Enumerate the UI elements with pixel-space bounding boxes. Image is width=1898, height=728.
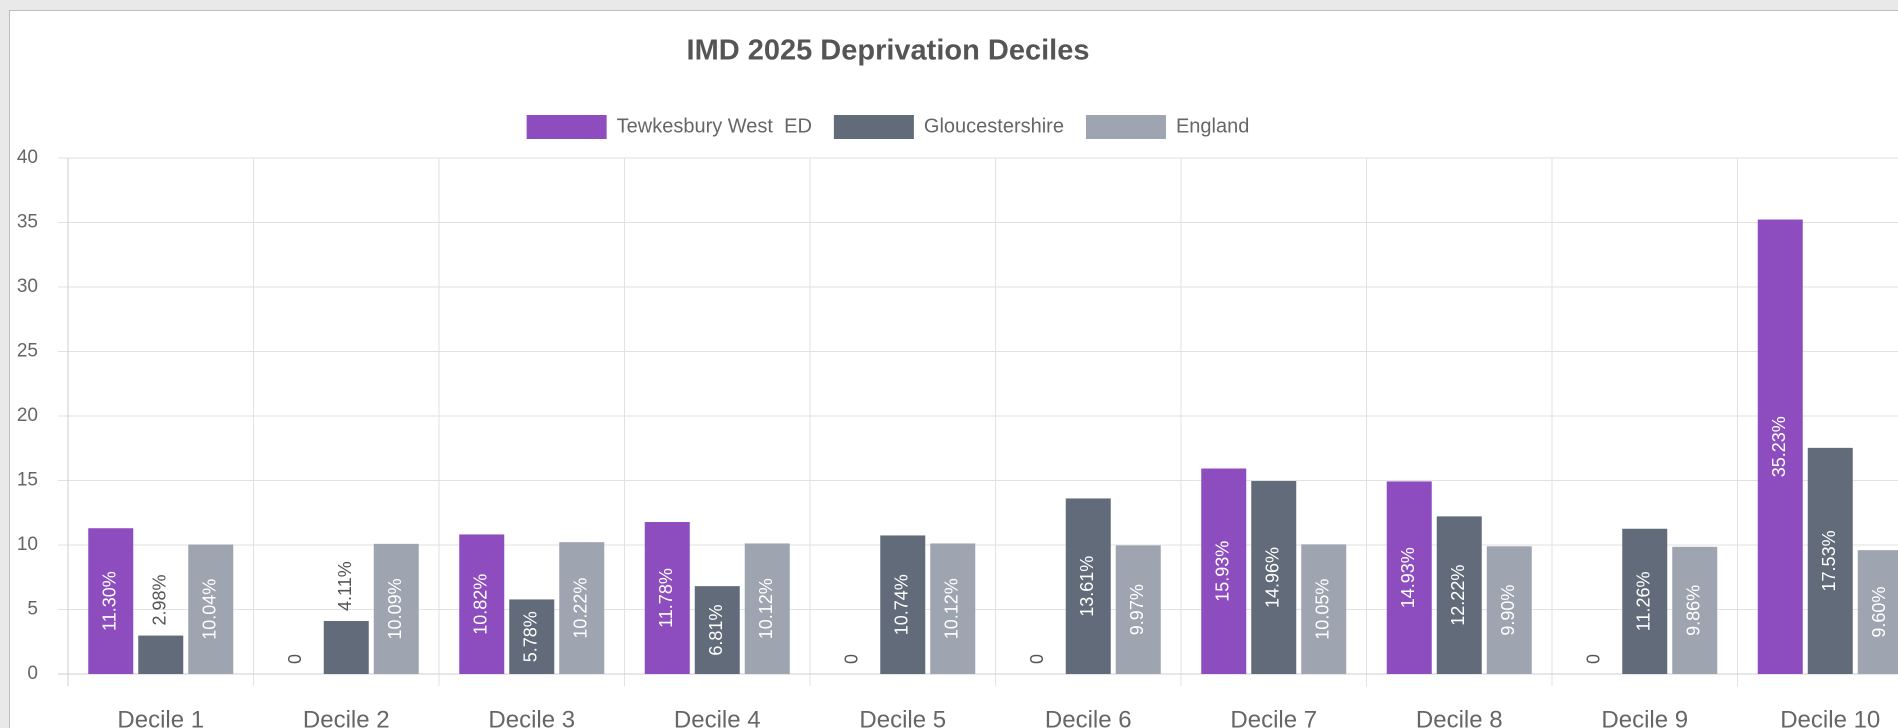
y-tick-label: 25 bbox=[17, 341, 38, 362]
value-label: 9.90% bbox=[1498, 585, 1518, 636]
legend-label: Gloucestershire bbox=[924, 115, 1064, 137]
x-tick-label: Decile 5 bbox=[859, 706, 946, 728]
chart-panel: IMD 2025 Deprivation Deciles 0 5 10 15 20 25 3… bbox=[9, 10, 1898, 728]
bar bbox=[509, 599, 555, 674]
bar bbox=[1486, 546, 1532, 674]
bar bbox=[559, 542, 605, 674]
value-label: 10.22% bbox=[571, 578, 591, 639]
value-label: 10.12% bbox=[942, 578, 962, 639]
bar bbox=[694, 586, 740, 674]
bar bbox=[930, 543, 976, 674]
value-label: 0 bbox=[1584, 654, 1604, 664]
x-tick-label: Decile 4 bbox=[674, 706, 761, 728]
bar bbox=[1436, 516, 1482, 674]
value-label: 10.04% bbox=[200, 579, 220, 640]
value-label: 10.09% bbox=[385, 578, 405, 639]
value-label: 0 bbox=[1027, 654, 1047, 664]
value-label: 5.78% bbox=[521, 611, 541, 662]
bar bbox=[644, 522, 690, 674]
value-label: 10.05% bbox=[1313, 579, 1333, 640]
value-label: 9.60% bbox=[1869, 587, 1889, 638]
x-tick-label: Decile 1 bbox=[117, 706, 204, 728]
value-label: 35.23% bbox=[1769, 416, 1789, 477]
bar bbox=[1757, 219, 1803, 674]
value-label: 17.53% bbox=[1819, 530, 1839, 591]
bar bbox=[138, 635, 184, 674]
bar bbox=[1201, 468, 1247, 674]
legend-swatch bbox=[526, 115, 607, 139]
value-label: 10.12% bbox=[756, 578, 776, 639]
value-label: 2.98% bbox=[150, 575, 170, 626]
legend-swatch bbox=[833, 115, 914, 139]
bar bbox=[323, 620, 369, 674]
bar bbox=[744, 543, 790, 674]
value-label: 13.61% bbox=[1077, 556, 1097, 617]
y-tick-label: 15 bbox=[17, 470, 38, 491]
bar bbox=[373, 543, 419, 674]
bar bbox=[1386, 481, 1432, 674]
bar bbox=[880, 535, 926, 674]
value-label: 11.78% bbox=[656, 568, 676, 628]
value-label: 10.74% bbox=[892, 574, 912, 635]
bar bbox=[459, 534, 505, 674]
value-label: 0 bbox=[285, 654, 305, 664]
chart-title: IMD 2025 Deprivation Deciles bbox=[687, 35, 1090, 67]
value-label: 15.93% bbox=[1213, 541, 1233, 602]
value-label: 14.93% bbox=[1398, 547, 1418, 608]
x-tick-label: Decile 2 bbox=[303, 706, 390, 728]
value-label: 9.97% bbox=[1127, 584, 1147, 635]
value-label: 4.11% bbox=[335, 561, 355, 611]
value-label: 10.82% bbox=[471, 574, 491, 635]
x-tick-label: Decile 7 bbox=[1230, 706, 1317, 728]
value-label: 14.96% bbox=[1263, 547, 1283, 608]
x-tick-label: Decile 6 bbox=[1045, 706, 1132, 728]
y-tick-label: 20 bbox=[17, 405, 38, 426]
y-tick-label: 35 bbox=[17, 212, 38, 233]
x-tick-label: Decile 8 bbox=[1416, 706, 1503, 728]
legend-label: England bbox=[1176, 115, 1249, 137]
value-label: 6.81% bbox=[706, 605, 726, 656]
y-tick-label: 40 bbox=[17, 147, 38, 168]
bar bbox=[88, 528, 134, 674]
bar bbox=[1672, 546, 1718, 674]
bar bbox=[1807, 447, 1853, 674]
bar bbox=[1301, 544, 1347, 674]
bar bbox=[1622, 528, 1668, 674]
legend-swatch bbox=[1085, 115, 1166, 139]
y-tick-label: 30 bbox=[17, 276, 38, 297]
legend-label: Tewkesbury West ED bbox=[617, 115, 812, 137]
x-tick-label: Decile 3 bbox=[488, 706, 575, 728]
y-tick-label: 10 bbox=[17, 534, 38, 555]
value-label: 0 bbox=[842, 654, 862, 664]
value-label: 11.26% bbox=[1634, 572, 1654, 632]
y-tick-label: 0 bbox=[27, 663, 38, 684]
legend: Tewkesbury West ED Gloucestershire England bbox=[526, 115, 1249, 139]
bar bbox=[188, 544, 234, 674]
x-tick-label: Decile 10 bbox=[1780, 706, 1880, 728]
value-label: 9.86% bbox=[1684, 585, 1704, 636]
chart: IMD 2025 Deprivation Deciles 0 5 10 15 20 25 3… bbox=[17, 35, 1898, 728]
value-label: 12.22% bbox=[1448, 565, 1468, 626]
bar bbox=[1115, 545, 1161, 674]
bar bbox=[1857, 550, 1898, 674]
value-label: 11.30% bbox=[100, 571, 120, 631]
y-tick-label: 5 bbox=[27, 599, 38, 620]
bar bbox=[1251, 481, 1297, 674]
x-tick-label: Decile 9 bbox=[1601, 706, 1688, 728]
bar bbox=[1065, 498, 1111, 674]
